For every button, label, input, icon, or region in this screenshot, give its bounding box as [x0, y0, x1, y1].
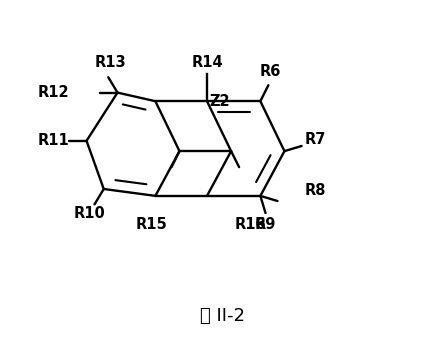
Text: R13: R13: [95, 55, 126, 70]
Text: R6: R6: [260, 64, 281, 79]
Text: R16: R16: [235, 217, 266, 231]
Text: R9: R9: [255, 217, 276, 231]
Text: R10: R10: [74, 206, 106, 221]
Text: R14: R14: [191, 55, 223, 70]
Text: 式 II-2: 式 II-2: [200, 307, 245, 325]
Text: R12: R12: [38, 85, 69, 100]
Text: R7: R7: [305, 132, 327, 146]
Text: R15: R15: [136, 217, 167, 231]
Text: R11: R11: [37, 133, 69, 148]
Text: R8: R8: [305, 183, 327, 198]
Text: Z2: Z2: [210, 94, 230, 109]
